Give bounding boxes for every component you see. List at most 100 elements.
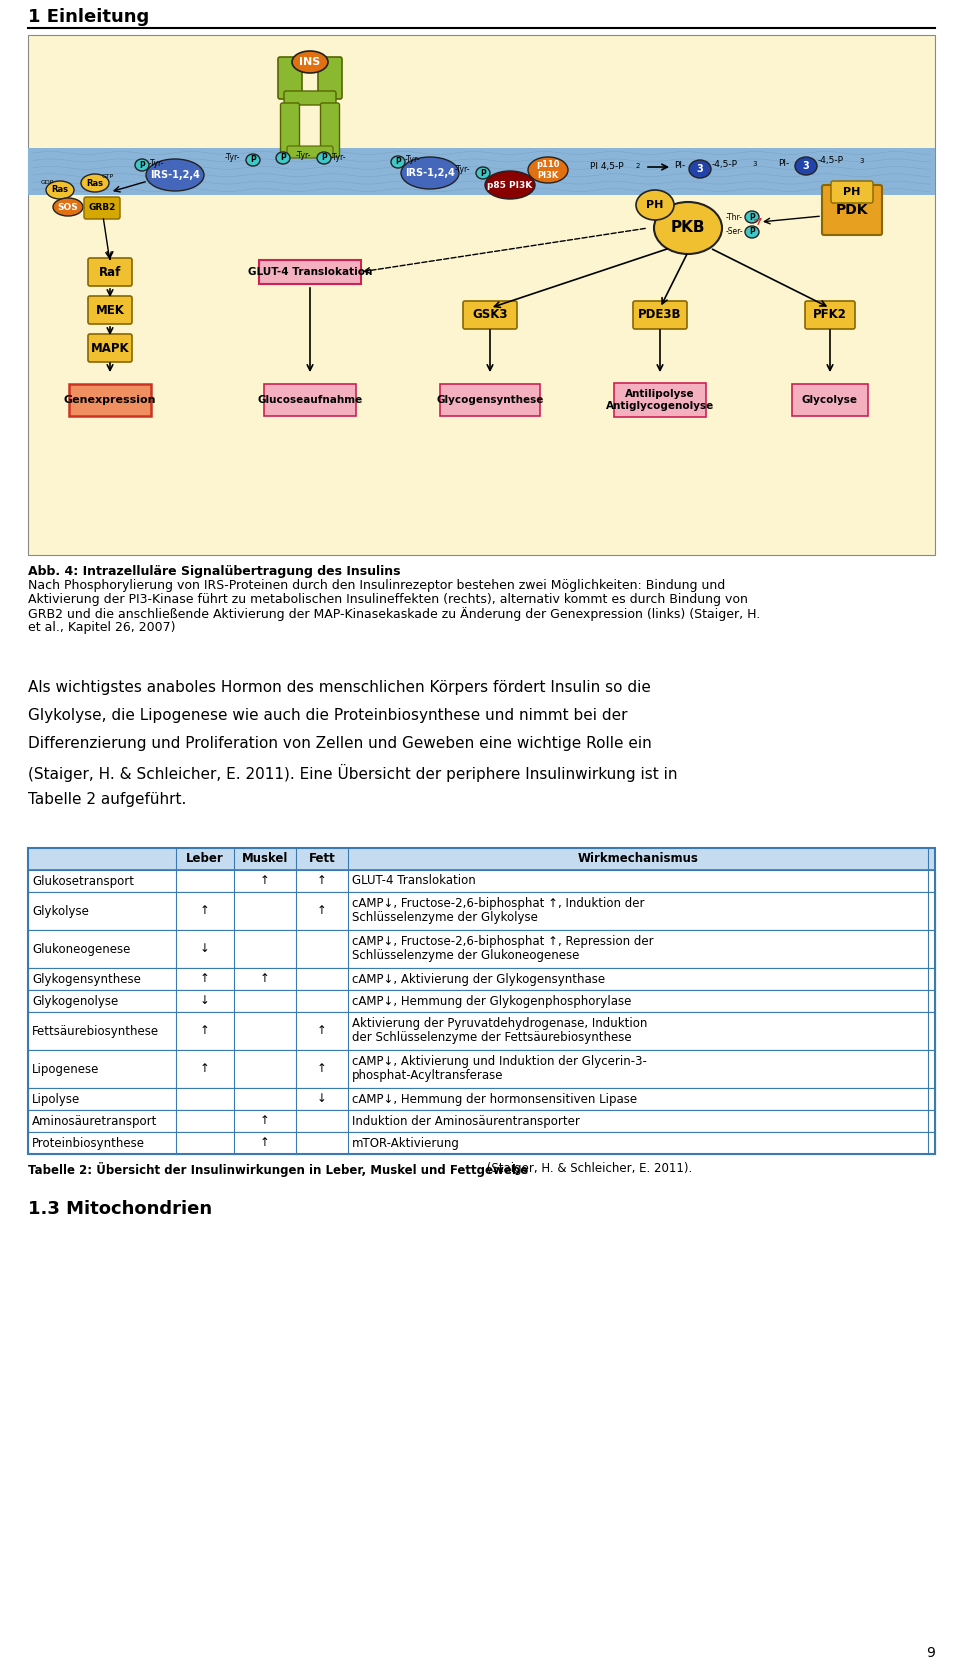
Text: Schlüsselenzyme der Glykolyse: Schlüsselenzyme der Glykolyse xyxy=(352,911,538,925)
Text: Ras: Ras xyxy=(86,179,104,187)
Text: ↑: ↑ xyxy=(317,905,327,918)
Text: ↑: ↑ xyxy=(317,1025,327,1038)
Text: Glycolyse: Glycolyse xyxy=(802,395,858,405)
Text: Lipogenese: Lipogenese xyxy=(32,1062,100,1075)
Text: ↓: ↓ xyxy=(200,943,210,955)
Text: p85 PI3K: p85 PI3K xyxy=(488,181,533,189)
Text: mTOR-Aktivierung: mTOR-Aktivierung xyxy=(352,1137,460,1150)
Text: Fett: Fett xyxy=(308,853,335,866)
Ellipse shape xyxy=(485,171,535,199)
Text: GRB2 und die anschließende Aktivierung der MAP-Kinasekaskade zu Änderung der Gen: GRB2 und die anschließende Aktivierung d… xyxy=(28,607,760,620)
Text: MEK: MEK xyxy=(96,304,125,316)
Text: INS: INS xyxy=(300,57,321,67)
Text: 3: 3 xyxy=(697,164,704,174)
Text: Fettsäurebiosynthese: Fettsäurebiosynthese xyxy=(32,1025,159,1038)
Bar xyxy=(28,968,935,990)
Text: GSK3: GSK3 xyxy=(472,309,508,321)
Text: PH: PH xyxy=(843,187,861,197)
Text: p110
PI3K: p110 PI3K xyxy=(537,161,560,179)
Text: 3: 3 xyxy=(752,161,756,167)
Text: -Tyr-: -Tyr- xyxy=(225,152,240,162)
Text: P: P xyxy=(749,212,755,221)
Bar xyxy=(28,869,935,891)
Text: GRB2: GRB2 xyxy=(88,204,116,212)
Bar xyxy=(614,383,706,416)
Ellipse shape xyxy=(391,155,405,167)
Text: phosphat-Acyltransferase: phosphat-Acyltransferase xyxy=(352,1070,503,1082)
Text: Glukosetransport: Glukosetransport xyxy=(32,874,134,888)
Bar xyxy=(28,848,935,1154)
Text: ↑: ↑ xyxy=(200,1062,210,1075)
Text: Aktivierung der PI3-Kinase führt zu metabolischen Insulineffekten (rechts), alte: Aktivierung der PI3-Kinase führt zu meta… xyxy=(28,594,748,605)
Text: (Staiger, H. & Schleicher, E. 2011).: (Staiger, H. & Schleicher, E. 2011). xyxy=(483,1162,692,1175)
Ellipse shape xyxy=(317,152,331,164)
Text: cAMP↓, Aktivierung und Induktion der Glycerin-3-: cAMP↓, Aktivierung und Induktion der Gly… xyxy=(352,1055,647,1068)
Text: Abb. 4: Intrazelluläre Signalübertragung des Insulins: Abb. 4: Intrazelluläre Signalübertragung… xyxy=(28,565,400,579)
Text: Schlüsselenzyme der Glukoneogenese: Schlüsselenzyme der Glukoneogenese xyxy=(352,950,580,963)
Text: ↑: ↑ xyxy=(317,1062,327,1075)
Text: der Schlüsselenzyme der Fettsäurebiosynthese: der Schlüsselenzyme der Fettsäurebiosynt… xyxy=(352,1032,632,1045)
Text: 2: 2 xyxy=(636,162,640,169)
FancyBboxPatch shape xyxy=(88,296,132,324)
Text: P: P xyxy=(749,227,755,236)
FancyBboxPatch shape xyxy=(318,57,342,99)
Ellipse shape xyxy=(654,202,722,254)
Text: Lipolyse: Lipolyse xyxy=(32,1092,81,1105)
Text: Antilipolyse
Antiglycogenolyse: Antilipolyse Antiglycogenolyse xyxy=(606,390,714,411)
Bar xyxy=(28,990,935,1012)
Text: IRS-1,2,4: IRS-1,2,4 xyxy=(405,167,455,177)
Text: P: P xyxy=(480,169,486,177)
Text: GTP: GTP xyxy=(102,174,114,179)
FancyBboxPatch shape xyxy=(287,145,333,157)
Text: -4,5-P: -4,5-P xyxy=(818,157,844,166)
Bar xyxy=(28,1132,935,1154)
FancyBboxPatch shape xyxy=(278,57,302,99)
FancyBboxPatch shape xyxy=(84,197,120,219)
Ellipse shape xyxy=(528,157,568,182)
Text: -Tyr-: -Tyr- xyxy=(296,152,311,161)
Text: ↓: ↓ xyxy=(200,995,210,1008)
Text: Differenzierung und Proliferation von Zellen und Geweben eine wichtige Rolle ein: Differenzierung und Proliferation von Ze… xyxy=(28,736,652,751)
Text: cAMP↓, Fructose-2,6-biphosphat ↑, Induktion der: cAMP↓, Fructose-2,6-biphosphat ↑, Indukt… xyxy=(352,898,644,911)
Text: Proteinbiosynthese: Proteinbiosynthese xyxy=(32,1137,145,1150)
Text: Raf: Raf xyxy=(99,266,121,279)
Text: P: P xyxy=(396,157,401,167)
Text: -Tyr-: -Tyr- xyxy=(331,152,347,162)
Text: Wirkmechanismus: Wirkmechanismus xyxy=(578,853,699,866)
Text: -Tyr-: -Tyr- xyxy=(149,159,164,167)
Text: ↑: ↑ xyxy=(260,1137,270,1150)
Text: Aktivierung der Pyruvatdehydrogenase, Induktion: Aktivierung der Pyruvatdehydrogenase, In… xyxy=(352,1018,647,1030)
Text: (Staiger, H. & Schleicher, E. 2011). Eine Übersicht der periphere Insulinwirkung: (Staiger, H. & Schleicher, E. 2011). Ein… xyxy=(28,764,678,782)
Bar xyxy=(28,35,935,555)
Bar xyxy=(28,1012,935,1050)
Text: Muskel: Muskel xyxy=(242,853,288,866)
Ellipse shape xyxy=(636,191,674,221)
Text: Aminosäuretransport: Aminosäuretransport xyxy=(32,1115,157,1127)
FancyBboxPatch shape xyxy=(88,334,132,363)
FancyBboxPatch shape xyxy=(633,301,687,329)
Ellipse shape xyxy=(745,211,759,222)
Ellipse shape xyxy=(246,154,260,166)
Text: Tabelle 2 aufgeführt.: Tabelle 2 aufgeführt. xyxy=(28,793,186,808)
Text: ↑: ↑ xyxy=(317,874,327,888)
FancyBboxPatch shape xyxy=(284,90,336,105)
Text: P: P xyxy=(251,155,256,164)
Ellipse shape xyxy=(745,226,759,237)
Ellipse shape xyxy=(401,157,459,189)
Text: Nach Phosphorylierung von IRS-Proteinen durch den Insulinrezeptor bestehen zwei : Nach Phosphorylierung von IRS-Proteinen … xyxy=(28,579,725,592)
Ellipse shape xyxy=(46,181,74,199)
Text: Genexpression: Genexpression xyxy=(63,395,156,405)
Text: P: P xyxy=(280,154,286,162)
Text: GLUT-4 Translokation: GLUT-4 Translokation xyxy=(352,874,476,888)
Text: cAMP↓, Hemmung der Glykogenphosphorylase: cAMP↓, Hemmung der Glykogenphosphorylase xyxy=(352,995,632,1008)
Text: Glykolyse, die Lipogenese wie auch die Proteinbiosynthese und nimmt bei der: Glykolyse, die Lipogenese wie auch die P… xyxy=(28,707,628,722)
Text: P: P xyxy=(322,154,326,162)
Ellipse shape xyxy=(135,159,149,171)
Ellipse shape xyxy=(53,197,83,216)
Ellipse shape xyxy=(146,159,204,191)
Text: IRS-1,2,4: IRS-1,2,4 xyxy=(150,171,200,181)
Text: PDE3B: PDE3B xyxy=(638,309,682,321)
FancyBboxPatch shape xyxy=(805,301,855,329)
Text: Glucoseaufnahme: Glucoseaufnahme xyxy=(257,395,363,405)
Text: P: P xyxy=(139,161,145,169)
